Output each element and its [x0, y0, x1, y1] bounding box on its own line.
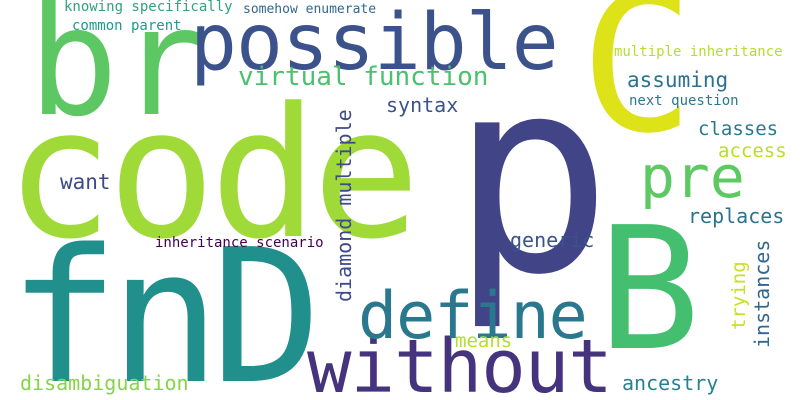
word-somehow-enumerate: somehow enumerate [243, 2, 377, 17]
word-pre: pre [640, 143, 745, 211]
word-without: without [307, 324, 613, 400]
word-syntax: syntax [386, 93, 459, 117]
word-generic: generic [510, 228, 595, 252]
word-inheritance-scenario: inheritance scenario [155, 235, 324, 251]
word-ancestry: ancestry [622, 371, 719, 395]
word-replaces: replaces [688, 204, 785, 228]
word-common-parent: common parent [72, 18, 182, 34]
word-p: p [450, 19, 613, 334]
word-access: access [718, 140, 787, 162]
word-means: means [455, 330, 513, 352]
word-br: br [28, 0, 209, 150]
word-c: C [580, 0, 695, 175]
word-multiple-inheritance: multiple inheritance [614, 44, 783, 60]
word-instances: instances [750, 239, 774, 348]
word-b: B [598, 191, 701, 389]
word-possible: possible [190, 0, 559, 88]
word-classes: classes [698, 118, 779, 140]
word-code: code [5, 70, 420, 279]
word-knowing-specifically: knowing specifically [64, 0, 233, 15]
word-assuming: assuming [627, 68, 729, 92]
word-virtual-function: virtual function [238, 62, 489, 92]
word-diamond-multiple: diamond multiple [332, 109, 356, 302]
word-trying: trying [728, 261, 750, 330]
word-fnd: fnD [8, 209, 322, 400]
word-define: define [358, 279, 588, 354]
word-want: want [60, 170, 111, 194]
word-next-question: next question [629, 93, 739, 109]
word-disambiguation: disambiguation [20, 371, 189, 395]
